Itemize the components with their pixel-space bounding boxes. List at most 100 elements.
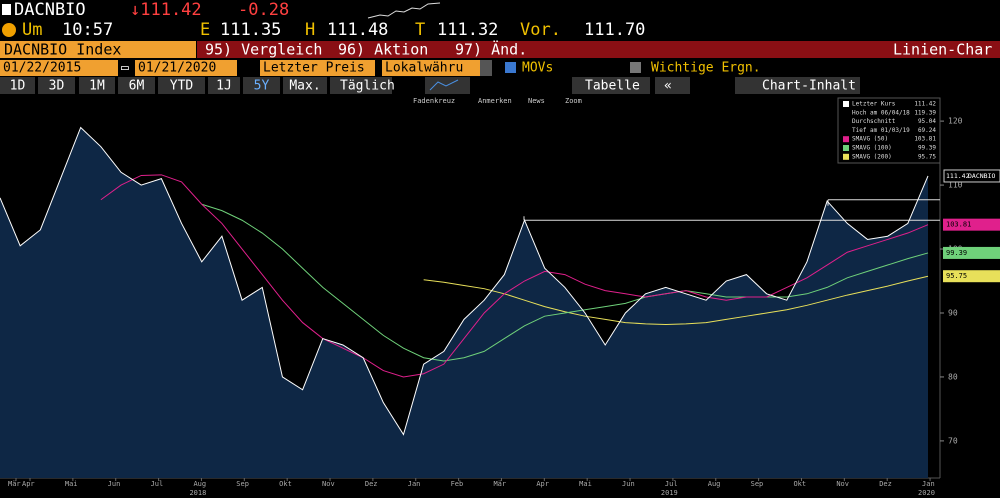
quote-label: H <box>305 20 315 40</box>
year-label: 2019 <box>661 489 678 497</box>
x-tick-label: Jan <box>408 480 421 488</box>
price-area <box>0 127 928 479</box>
period-button[interactable] <box>158 77 205 94</box>
value-tag <box>943 246 1000 259</box>
price-tag-name: DACNBIO <box>968 172 995 180</box>
tool[interactable]: Fadenkreuz <box>413 97 455 105</box>
legend-value: 95.04 <box>918 118 936 125</box>
field: Letzter Preis <box>263 61 365 76</box>
end-field[interactable] <box>135 60 237 76</box>
start-date: 01/22/2015 <box>3 61 81 76</box>
sparkline <box>367 2 441 19</box>
period-button[interactable] <box>283 77 327 94</box>
end-date: 01/21/2020 <box>138 61 216 76</box>
legend-label: Durchschnitt <box>852 118 896 125</box>
legend-value: 119.39 <box>914 109 936 116</box>
x-tick-label: Nov <box>322 480 335 488</box>
chart-icon <box>429 79 459 91</box>
checkbox[interactable] <box>630 62 641 73</box>
frequency-button[interactable] <box>330 77 392 94</box>
price-tag-value: 111.42 <box>946 172 970 180</box>
price-tag <box>943 169 1000 183</box>
x-tick-label: Aug <box>193 480 206 488</box>
period: 1D <box>10 79 26 94</box>
ref-line <box>523 199 940 221</box>
menu-item[interactable]: 96) Aktion <box>338 41 428 59</box>
x-tick-label: Okt <box>793 480 806 488</box>
table-button[interactable] <box>572 77 650 94</box>
period: 1J <box>216 79 232 94</box>
legend-value: 95.75 <box>918 153 936 160</box>
start-field[interactable] <box>0 60 118 76</box>
quote-label: T <box>415 20 425 40</box>
dropdown[interactable] <box>480 60 492 76</box>
period: 1M <box>89 79 105 94</box>
ticker: DACNBIO <box>14 0 86 20</box>
currency-select[interactable] <box>382 60 492 76</box>
x-tick-label: Jun <box>622 480 635 488</box>
time-label: Um <box>22 20 42 40</box>
period-button[interactable] <box>208 77 240 94</box>
chart-content: Chart-Inhalt <box>762 79 856 94</box>
period-button[interactable] <box>38 77 75 94</box>
collapse-button[interactable] <box>655 77 690 94</box>
legend-swatch <box>843 145 849 151</box>
period-button[interactable] <box>0 77 35 94</box>
legend-label: Letzter Kurs <box>852 101 896 108</box>
x-tick-label: Apr <box>536 480 549 488</box>
chart-content-button[interactable] <box>735 77 860 94</box>
series-line <box>100 174 929 378</box>
x-tick-label: Dez <box>879 480 892 488</box>
legend-value: 99.39 <box>918 145 936 152</box>
collapse-icon: « <box>664 79 672 94</box>
x-tick-label: Sep <box>236 480 249 488</box>
period-button[interactable] <box>243 77 280 94</box>
x-tick-label: Aug <box>708 480 721 488</box>
tool[interactable]: Zoom <box>565 97 582 105</box>
y-tick-label: 80 <box>948 372 958 381</box>
chart-name: Linien-Char <box>893 41 992 59</box>
events: Wichtige Ergn. <box>651 61 761 76</box>
legend-swatch <box>843 153 849 160</box>
y-tick-label: 90 <box>948 308 958 317</box>
tool[interactable]: News <box>528 97 545 105</box>
security-box[interactable] <box>0 41 196 58</box>
x-tick-label: Jul <box>665 480 678 488</box>
menu-item[interactable]: 95) Vergleich <box>205 41 322 59</box>
value-tag-text: 103.81 <box>946 221 971 229</box>
year-label: 2020 <box>918 489 935 497</box>
x-tick-label: Sep <box>751 480 764 488</box>
menu-item[interactable]: 97) Änd. <box>455 40 527 59</box>
quote-value: 111.32 <box>437 20 498 40</box>
legend-value: 103.81 <box>914 136 936 143</box>
quote-label: Vor. <box>520 20 561 40</box>
legend-label: Hoch am 06/04/18 <box>852 109 910 116</box>
price: ↓111.42 <box>130 0 202 20</box>
quote-value: 111.48 <box>327 20 388 40</box>
y-tick-label: 70 <box>948 436 958 445</box>
tool[interactable]: Anmerken <box>478 97 512 105</box>
legend-box <box>837 97 941 164</box>
movs: MOVs <box>522 61 553 76</box>
value-tag-text: 95.75 <box>946 272 967 280</box>
series-line <box>423 275 929 325</box>
value-tag-text: 99.39 <box>946 249 967 257</box>
x-tick-label: Mär <box>493 480 506 488</box>
period-button[interactable] <box>118 77 155 94</box>
quote-label: E <box>200 20 210 40</box>
period: 5Y <box>254 79 270 94</box>
legend-swatch <box>843 101 849 107</box>
x-tick-label: Feb <box>451 480 464 488</box>
menu-bar <box>197 41 1000 58</box>
legend-label: SMAVG (200) <box>852 153 892 160</box>
year-label: 2018 <box>189 489 206 497</box>
field-select[interactable] <box>260 60 375 76</box>
checkbox[interactable] <box>505 62 516 73</box>
period-button[interactable] <box>79 77 115 94</box>
time: 10:57 <box>62 20 113 40</box>
x-tick-label: Dez <box>365 480 378 488</box>
series-line <box>0 126 929 436</box>
legend-label: Tief am 01/03/19 <box>852 127 910 134</box>
